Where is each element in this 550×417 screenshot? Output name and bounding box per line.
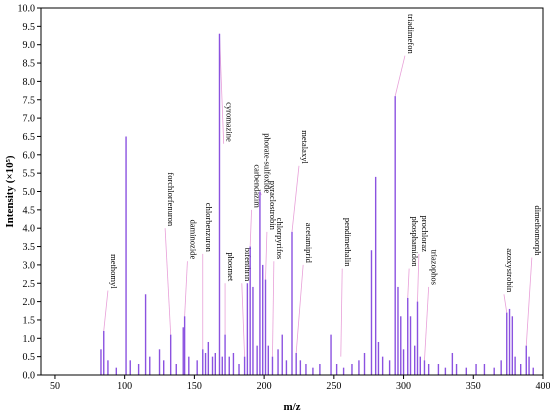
x-tick-label: 150: [187, 381, 202, 392]
y-tick-label: 6.5: [23, 132, 36, 143]
y-tick-label: 4.5: [23, 205, 36, 216]
y-tick-label: 7.0: [23, 114, 36, 125]
annotation-label: pendimethalin: [343, 218, 353, 267]
annotation-label: triazophos: [430, 249, 440, 284]
annotation-label: phosphamidon: [410, 217, 420, 268]
annotation-leader: [249, 209, 252, 247]
annotation-label: chlorbenzuron: [204, 203, 214, 253]
y-tick-label: 5.5: [23, 169, 36, 180]
annotation-label: cyromazine: [225, 102, 235, 142]
annotation-leader: [184, 261, 188, 317]
x-axis: 50 100 150 200 250 300 350 400: [50, 375, 550, 392]
y-axis-title: Intensity (×10⁵): [4, 155, 16, 228]
annotation-leader: [295, 264, 304, 354]
y-tick-label: 1.0: [23, 334, 36, 345]
annotation-leader: [291, 165, 300, 232]
x-axis-title: m/z: [283, 401, 300, 413]
annotation-leader: [164, 228, 172, 335]
annotation-label: acetamiprid: [304, 223, 314, 264]
annotation-leader: [525, 257, 533, 346]
annotation-label: methomyl: [109, 254, 119, 289]
x-tick-label: 250: [326, 381, 341, 392]
annotation-leader: [241, 283, 245, 357]
x-tick-label: 200: [257, 381, 272, 392]
annotation-leader: [265, 231, 268, 280]
annotation-label: prochloraz: [420, 216, 430, 253]
annotation-label: daminozide: [188, 220, 198, 260]
y-tick-label: 0.5: [23, 352, 36, 363]
annotation-leader: [407, 268, 410, 298]
annotation-leader: [503, 294, 508, 313]
annotation-leader: [272, 261, 275, 357]
annotation-leader: [417, 253, 420, 302]
y-tick-label: 2.0: [23, 297, 36, 308]
y-tick-label: 9.5: [23, 22, 36, 33]
y-tick-label: 2.5: [23, 279, 36, 290]
y-tick-label: 10.0: [18, 4, 36, 15]
y-tick-label: 1.5: [23, 315, 36, 326]
annotation-leader: [103, 290, 109, 332]
annotation-leader: [424, 286, 430, 361]
annotation-label: bifenthrin: [243, 248, 253, 282]
x-tick-label: 400: [536, 381, 550, 392]
annotation-leader: [394, 55, 406, 97]
annotation-label: forchlorfenuron: [166, 172, 176, 227]
annotation-label: dimethomorph: [533, 205, 543, 256]
peak-bars: [100, 33, 534, 375]
annotation-label: phorate-sulfoxide: [262, 133, 272, 193]
y-tick-label: 0.0: [23, 371, 36, 382]
annotation-label: triadimefon: [406, 14, 416, 54]
y-tick-label: 3.5: [23, 242, 36, 253]
y-tick-label: 9.0: [23, 40, 36, 51]
y-tick-label: 3.0: [23, 260, 36, 271]
annotation-label: chlorpyrifos: [275, 218, 285, 260]
annotation-label: carbendazim: [253, 164, 263, 208]
y-tick-label: 6.0: [23, 150, 36, 161]
x-tick-label: 350: [466, 381, 481, 392]
y-tick-label: 7.5: [23, 95, 36, 106]
annotation-label: metalaxyl: [300, 130, 310, 164]
annotation-layer: methomyl forchlorfenuron daminozide chlorbe…: [103, 14, 543, 361]
x-tick-label: 300: [396, 381, 411, 392]
y-axis: 0.0 0.5 1.0 1.5 2.0 2.5 3.0 3.5 4.0 4.5 5.0 5.5 6.0 6…: [18, 4, 41, 382]
x-tick-label: 100: [117, 381, 132, 392]
y-tick-label: 8.0: [23, 77, 36, 88]
annotation-label: azoxystrobin: [505, 248, 515, 293]
y-tick-label: 4.0: [23, 224, 36, 235]
annotation-label: pyraclostrobin: [268, 181, 278, 231]
y-tick-label: 8.5: [23, 59, 36, 70]
x-tick-label: 50: [50, 381, 60, 392]
annotation-leader: [340, 268, 343, 357]
y-tick-label: 5.0: [23, 187, 36, 198]
annotation-label: phosmet: [226, 252, 236, 281]
